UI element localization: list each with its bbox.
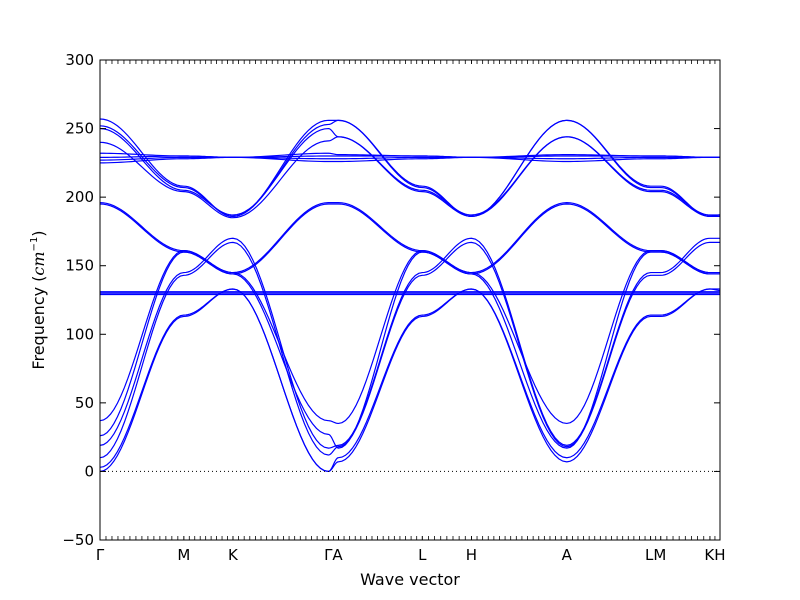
y-tick-label: 150 <box>65 257 94 275</box>
y-axis-title-text: Frequency <box>29 287 48 370</box>
x-tick-label: Γ <box>96 546 105 564</box>
y-tick-label: −50 <box>62 531 94 549</box>
plot-frame <box>99 59 721 541</box>
y-axis-unit: cm <box>29 251 48 275</box>
y-tick-label: 300 <box>65 51 94 69</box>
band-2 <box>99 288 721 473</box>
y-tick-label: 50 <box>75 394 94 412</box>
x-tick-label: LM <box>645 546 666 564</box>
x-tick-label: K <box>228 546 239 564</box>
x-axis-title: Wave vector <box>360 570 460 589</box>
x-axis-ticks: Γ M K ΓA L H A LM KH <box>96 60 726 564</box>
x-tick-label: KH <box>704 546 725 564</box>
y-axis-ticks: −50 0 50 100 150 200 250 300 <box>62 51 720 549</box>
band-3 <box>99 241 720 459</box>
x-tick-label: M <box>177 546 190 564</box>
band-10 <box>99 203 720 275</box>
x-tick-label: ΓA <box>324 546 343 564</box>
y-tick-label: 0 <box>84 462 94 480</box>
x-tick-label: A <box>562 546 573 564</box>
band-11 <box>99 202 720 274</box>
y-axis-unit-exponent: −1 <box>29 237 40 252</box>
band-16 <box>99 136 720 219</box>
plot-background <box>100 60 720 540</box>
band-19 <box>99 118 721 217</box>
band-lines <box>99 118 721 473</box>
x-tick-label: L <box>418 546 427 564</box>
band-4 <box>99 237 720 449</box>
x-tick-label: H <box>466 546 477 564</box>
y-tick-label: 250 <box>65 120 94 138</box>
y-tick-label: 100 <box>65 325 94 343</box>
y-axis-title: Frequency (cm−1) <box>29 230 48 369</box>
y-tick-label: 200 <box>65 188 94 206</box>
band-15 <box>99 152 720 158</box>
